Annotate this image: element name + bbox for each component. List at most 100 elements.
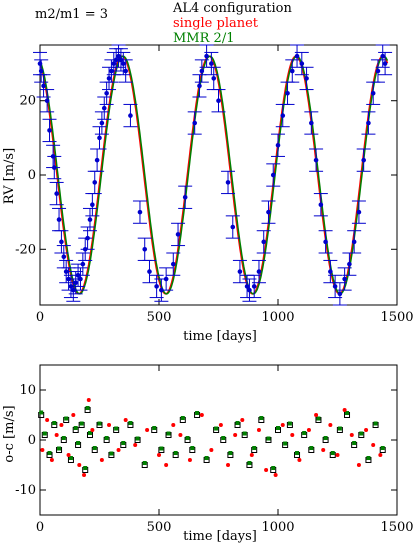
rv-data-point <box>82 207 97 232</box>
single-planet-residual-marker <box>314 413 319 417</box>
oc-residual-points <box>38 398 386 477</box>
rv-data-point <box>166 252 181 276</box>
rv-marker <box>44 98 50 104</box>
rv-marker <box>361 157 366 163</box>
single-planet-residual-marker <box>297 458 302 462</box>
rv-marker <box>94 157 100 163</box>
single-planet-residual-marker <box>218 423 223 427</box>
mmr-residual-marker <box>373 421 378 426</box>
rv-marker <box>71 287 76 293</box>
single-planet-residual-marker <box>306 428 311 432</box>
single-planet-residual-marker <box>273 473 278 477</box>
rv-data-point <box>323 259 338 284</box>
rv-marker <box>225 180 231 185</box>
mmr-residual-marker <box>337 426 342 431</box>
rv-marker <box>63 269 69 274</box>
rv-marker <box>304 76 309 81</box>
rv-marker <box>332 284 338 289</box>
rv-data-point <box>225 215 240 239</box>
rv-marker <box>251 284 257 289</box>
rv-data-point <box>271 133 285 157</box>
rv-data-point <box>285 59 300 83</box>
single-planet-residual-marker <box>86 398 91 402</box>
rv-marker <box>256 269 262 274</box>
rv-marker <box>337 291 343 297</box>
rv-data-point <box>378 51 393 76</box>
rv-data-point <box>47 155 62 180</box>
mmr-residual-marker <box>47 451 52 455</box>
rv-data-point <box>42 118 57 143</box>
single-planet-residual-marker <box>187 458 192 462</box>
rv-data-point <box>73 267 88 291</box>
rv-marker <box>104 90 109 96</box>
rv-marker <box>56 217 62 222</box>
single-planet-residual-marker <box>90 428 95 432</box>
rv-data-point <box>309 148 324 172</box>
rv-marker <box>313 157 319 163</box>
oc-axis-ticks: 0 500 1000 1500 -10 0 10 <box>15 365 414 535</box>
rv-marker <box>137 209 143 215</box>
mmr-residual-marker <box>252 446 257 450</box>
rv-marker <box>382 61 388 66</box>
rv-marker <box>380 53 386 59</box>
rv-marker <box>80 261 86 267</box>
mmr-residual-marker <box>259 416 264 420</box>
single-planet-residual-marker <box>335 453 340 457</box>
mmr-residual-marker <box>87 431 92 435</box>
rv-data-point <box>97 96 112 120</box>
rv-marker <box>147 269 152 274</box>
rv-data-point <box>192 74 207 98</box>
rv-data-point <box>92 126 107 150</box>
legend-entry-al4: AL4 configuration <box>172 1 292 16</box>
rv-data-point <box>261 200 276 224</box>
rv-data-point <box>36 74 51 98</box>
single-planet-residual-marker <box>264 468 269 472</box>
rv-data-point <box>304 111 319 135</box>
legend-entry-single-planet: single planet <box>173 16 259 31</box>
rv-marker <box>59 239 64 245</box>
single-planet-curve <box>39 55 389 295</box>
rv-data-point <box>275 103 290 128</box>
rv-data-point <box>132 200 147 224</box>
rv-marker <box>280 113 286 118</box>
rv-marker <box>261 239 267 245</box>
rv-marker <box>299 61 305 66</box>
mmr-residual-marker <box>359 431 364 436</box>
rv-marker <box>61 254 67 260</box>
single-planet-residual-marker <box>178 433 183 437</box>
mmr-residual-marker <box>276 426 280 430</box>
mmr-residual-marker <box>57 446 62 451</box>
mmr-residual-marker <box>228 451 233 455</box>
x-tick-label: 500 <box>147 310 172 325</box>
oc-plot-frame <box>39 364 398 516</box>
rv-data-point <box>351 200 366 224</box>
mmr-residual-marker <box>52 421 57 425</box>
rv-marker <box>230 224 236 230</box>
mmr-residual-marker <box>85 406 90 410</box>
rv-y-axis-label: RV [m/s] <box>2 148 17 204</box>
rv-marker <box>285 90 290 96</box>
single-planet-residual-marker <box>99 458 104 462</box>
rv-data-point <box>142 259 157 284</box>
x-tick-label: 1500 <box>380 520 413 535</box>
mmr-residual-marker <box>287 421 292 426</box>
x-tick-label: 0 <box>36 310 44 325</box>
rv-marker <box>244 284 250 289</box>
rv-marker <box>266 209 271 215</box>
mmr-residual-marker <box>185 436 190 440</box>
rv-marker <box>192 120 197 126</box>
mmr-residual-marker <box>271 466 276 470</box>
rv-marker <box>366 120 371 126</box>
mmr-residual-marker <box>97 421 102 426</box>
mmr-residual-marker <box>180 416 185 420</box>
rv-marker <box>275 142 281 148</box>
single-planet-residual-marker <box>40 448 45 452</box>
rv-data-point <box>204 51 219 76</box>
mmr-residual-marker <box>79 421 84 426</box>
single-planet-residual-marker <box>145 428 150 432</box>
rv-data-point <box>221 170 236 195</box>
rv-marker <box>90 202 95 208</box>
rv-marker <box>197 83 202 89</box>
mass-ratio-annotation: m2/m1 = 3 <box>35 7 108 22</box>
